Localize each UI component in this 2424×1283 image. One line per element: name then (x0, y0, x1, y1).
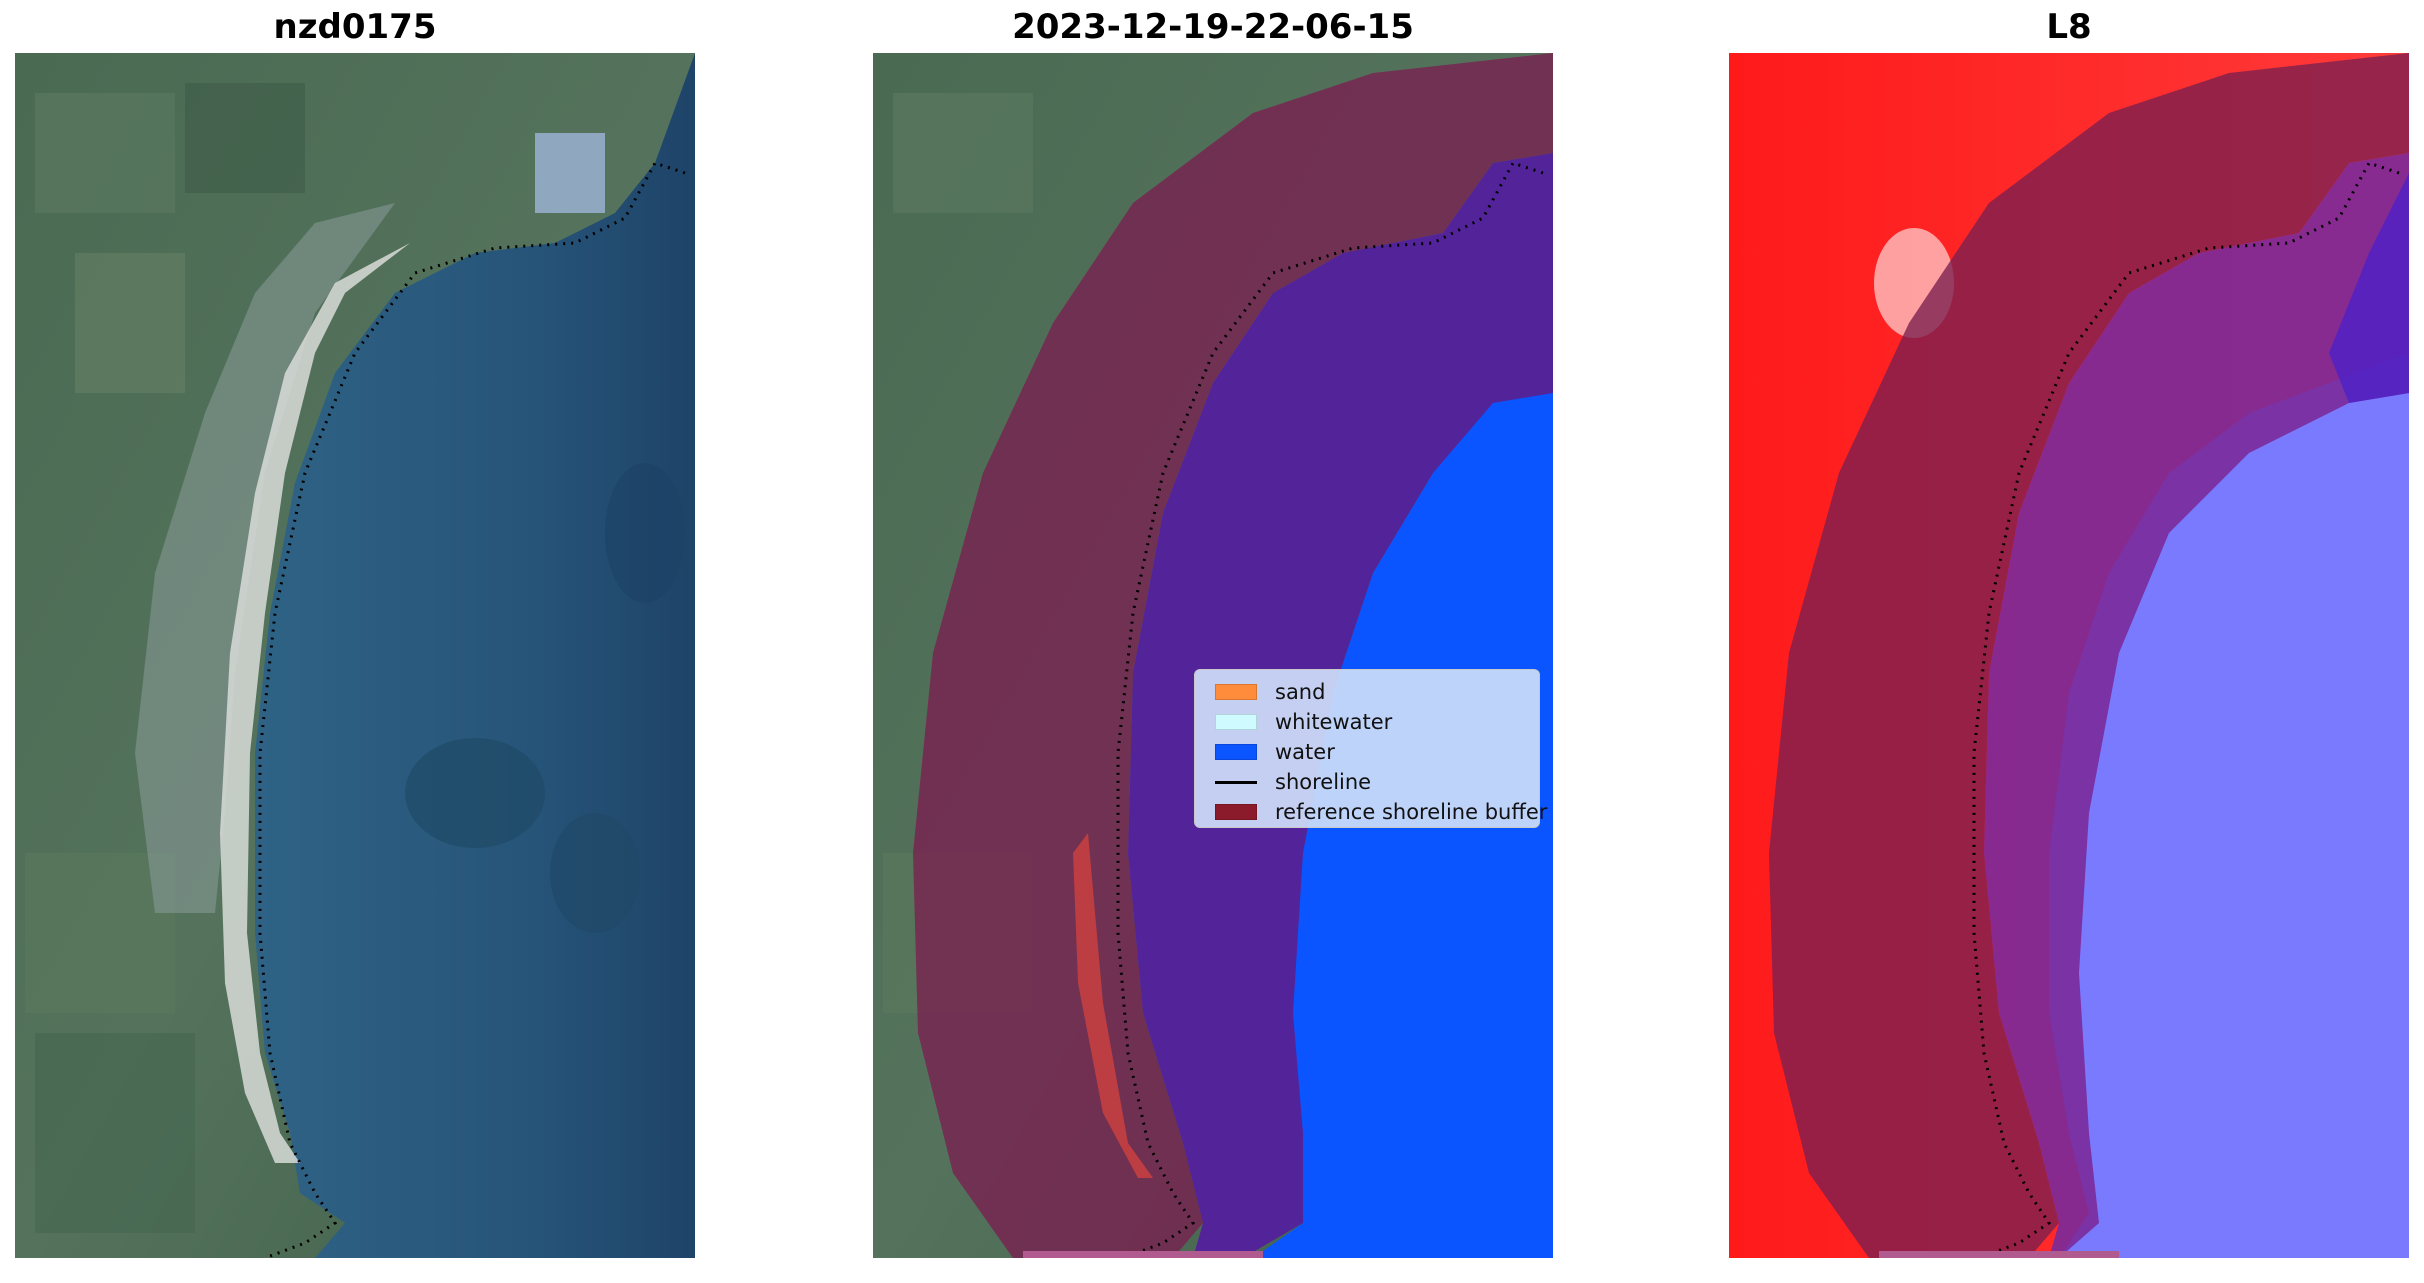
legend-item-sand: sand (1205, 677, 1529, 707)
panel-title: L8 (2046, 7, 2092, 47)
classification-image (873, 53, 1553, 1258)
panel-title: nzd0175 (273, 7, 437, 47)
legend-item-whitewater: whitewater (1205, 707, 1529, 737)
water-swatch (1215, 744, 1257, 760)
sand-swatch (1215, 684, 1257, 700)
whitewater-swatch (1215, 714, 1257, 730)
legend: sand whitewater water shoreline referenc… (1194, 669, 1547, 828)
panel-rgb: nzd0175 (15, 0, 695, 1283)
index-image (1729, 53, 2409, 1258)
panel-classification: 2023-12-19-22-06-15 (873, 0, 1553, 1283)
buffer-swatch (1215, 804, 1257, 820)
legend-item-shoreline: shoreline (1205, 767, 1529, 797)
panel-title: 2023-12-19-22-06-15 (1012, 7, 1414, 47)
panel-index: L8 (1729, 0, 2409, 1283)
legend-item-water: water (1205, 737, 1529, 767)
legend-item-buffer: reference shoreline buffer (1205, 797, 1547, 827)
satellite-image (15, 53, 695, 1258)
shoreline-line (1215, 781, 1257, 784)
